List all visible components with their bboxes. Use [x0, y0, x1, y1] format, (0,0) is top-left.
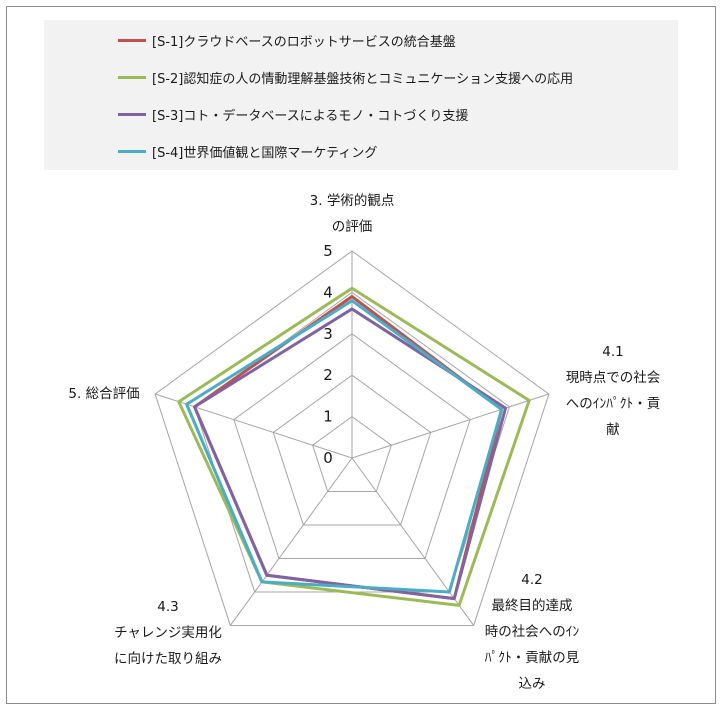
series-line-s4 [185, 299, 504, 594]
axis-label-2-line-4: 献 [606, 422, 620, 438]
legend-label-s1: [S-1]クラウドベースのロボットサービスの統合基盤 [152, 34, 456, 50]
axis-label-3-line-4: ﾊﾟｸﾄ・貢献の見 [485, 650, 580, 666]
grid-ring-3 [233, 333, 471, 559]
tick-label-1: 1 [323, 408, 333, 426]
axis-label-2-line-3: へのｲﾝﾊﾟｸﾄ・貢 [566, 396, 661, 412]
tick-label-5: 5 [323, 242, 333, 260]
legend-label-s2: [S-2]認知症の人の情動理解基盤技術とコミュニケーション支援への応用 [152, 71, 574, 87]
axis-label-3-line-3: 時の社会へのｲﾝ [485, 624, 580, 640]
axis-spoke-2 [351, 393, 550, 459]
legend-swatch-s4 [118, 149, 146, 153]
legend-item-s3: [S-3]コト・データベースによるモノ・コトづくり支援 [118, 102, 468, 126]
axis-label-4-line-2: チャレンジ実用化 [114, 625, 222, 641]
grid-ring-1 [312, 415, 392, 492]
legend-swatch-s2 [118, 75, 146, 79]
legend-item-s2: [S-2]認知症の人の情動理解基盤技術とコミュニケーション支援への応用 [118, 65, 573, 89]
tick-label-3: 3 [323, 325, 333, 343]
tick-label-4: 4 [323, 283, 333, 301]
axis-label-3-line-5: 込み [519, 676, 546, 692]
axis-label-4-line-3: に向けた取り組み [114, 651, 222, 667]
grid-ring-5 [154, 250, 550, 626]
legend: [S-1]クラウドベースのロボットサービスの統合基盤 [S-2]認知症の人の情動… [44, 20, 678, 170]
legend-swatch-s1 [118, 38, 146, 42]
axis-label-2-line-2: 現時点での社会 [566, 370, 661, 386]
series-line-s1 [193, 295, 504, 601]
axis-label-1-line-1: 3. 学術的観点 [310, 192, 395, 209]
tick-label-0: 0 [323, 449, 333, 467]
legend-swatch-s3 [118, 112, 146, 116]
grid-ring-2 [272, 374, 432, 526]
series-line-s2 [177, 286, 531, 607]
axis-label-3-line-1: 4.2 [521, 572, 542, 588]
legend-label-s4: [S-4]世界価値観と国際マーケティング [152, 145, 378, 161]
axis-label-5-line-1: 5. 総合評価 [68, 386, 139, 402]
axis-label-4-line-1: 4.3 [157, 599, 178, 615]
tick-label-2: 2 [323, 366, 333, 384]
axis-label-1-line-2: の評価 [332, 219, 373, 235]
axis-label-3-line-2: 最終目的達成 [492, 598, 573, 614]
axis-spoke-4 [229, 457, 353, 626]
legend-label-s3: [S-3]コト・データベースによるモノ・コトづくり支援 [152, 108, 469, 124]
legend-item-s1: [S-1]クラウドベースのロボットサービスの統合基盤 [118, 28, 456, 52]
axis-label-2-line-1: 4.1 [602, 344, 623, 360]
legend-item-s4: [S-4]世界価値観と国際マーケティング [118, 139, 377, 163]
